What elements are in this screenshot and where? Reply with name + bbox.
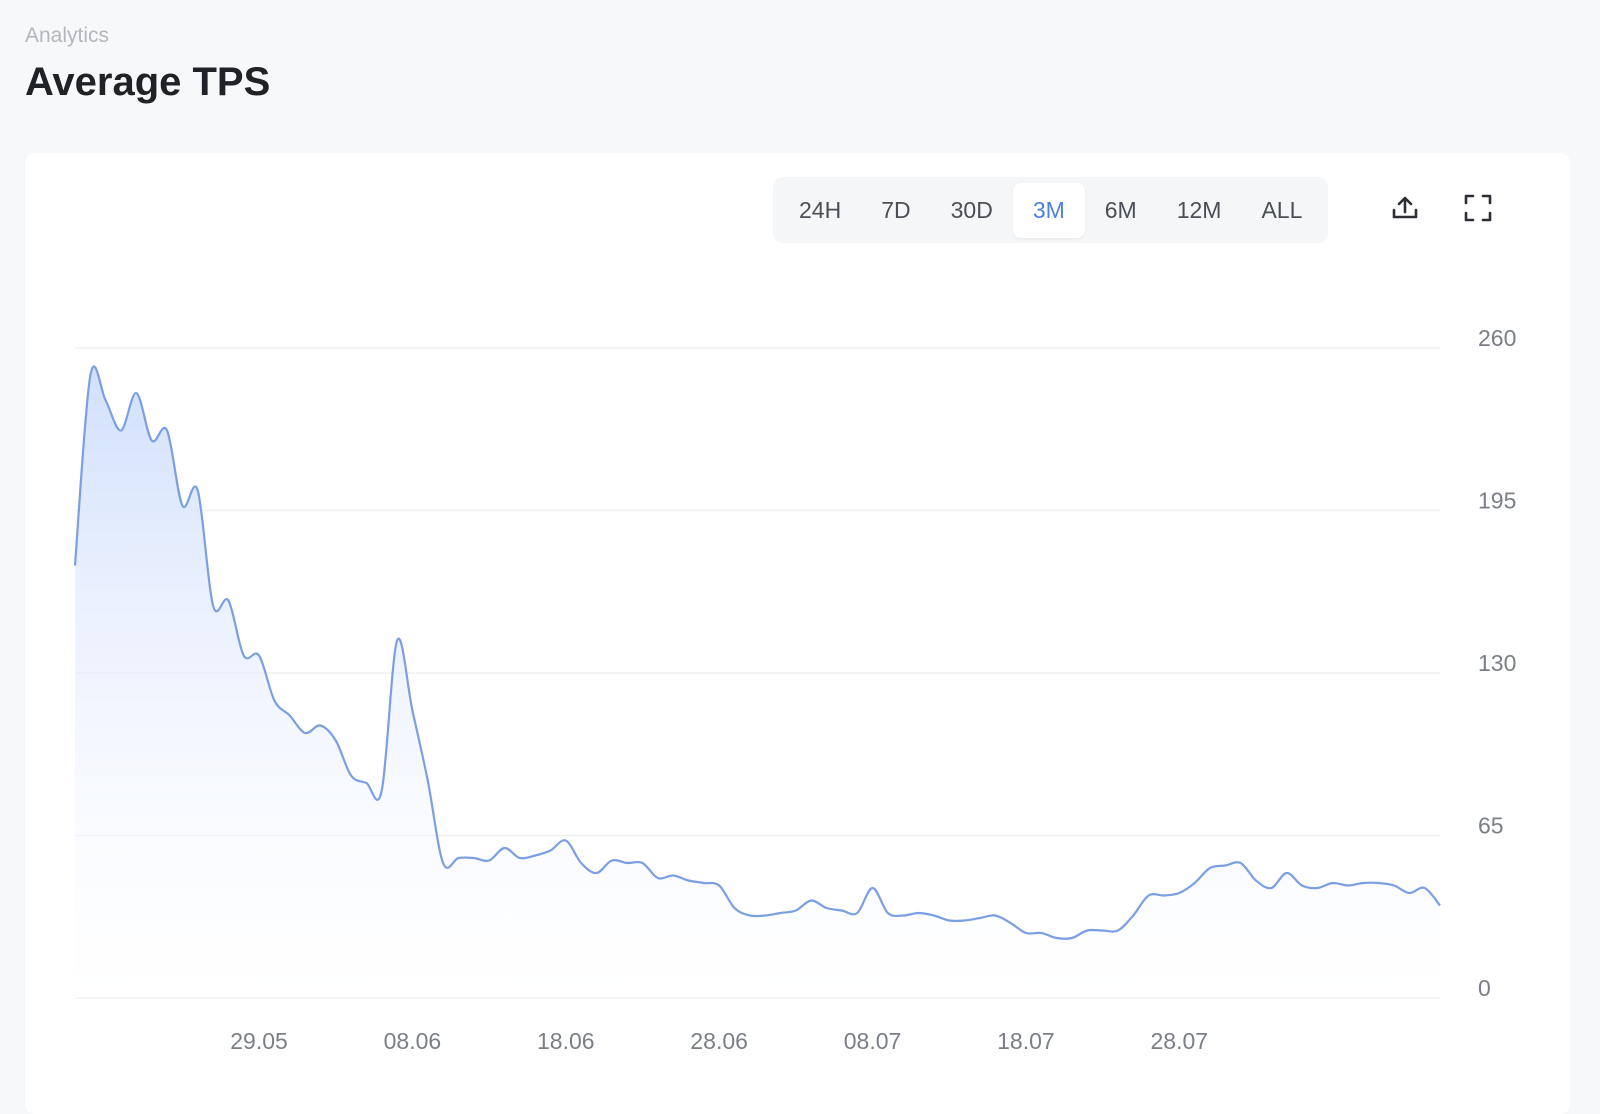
range-selector: 24H 7D 30D 3M 6M 12M ALL (773, 177, 1329, 243)
x-tick-label: 18.07 (997, 1028, 1055, 1054)
section-label: Analytics (25, 24, 110, 47)
x-tick-label: 29.05 (230, 1028, 288, 1054)
line (73, 365, 1441, 940)
y-tick-label: 260 (1478, 325, 1516, 351)
y-tick-label: 130 (1478, 650, 1516, 676)
x-tick-label: 28.06 (690, 1028, 748, 1054)
range-button[interactable]: 3M (1012, 182, 1085, 238)
fullscreen-icon[interactable] (1463, 193, 1493, 223)
range-button[interactable]: ALL (1261, 196, 1303, 223)
range-button[interactable]: 7D (881, 196, 911, 223)
area (75, 366, 1440, 999)
x-tick-label: 08.07 (844, 1028, 902, 1054)
range-button[interactable]: 30D (950, 196, 993, 223)
x-tick-label: 18.06 (537, 1028, 595, 1054)
range-button[interactable]: 24H (799, 196, 842, 223)
y-tick-label: 65 (1478, 813, 1504, 839)
y-tick-label: 0 (1478, 975, 1491, 1001)
y-tick-label: 195 (1478, 488, 1516, 514)
x-tick-label: 28.07 (1150, 1028, 1208, 1054)
export-icon[interactable] (1390, 193, 1420, 223)
range-button[interactable]: 12M (1176, 196, 1222, 223)
range-button[interactable]: 6M (1104, 196, 1137, 223)
page-title: Average TPS (25, 60, 271, 104)
x-tick-label: 08.06 (384, 1028, 442, 1054)
